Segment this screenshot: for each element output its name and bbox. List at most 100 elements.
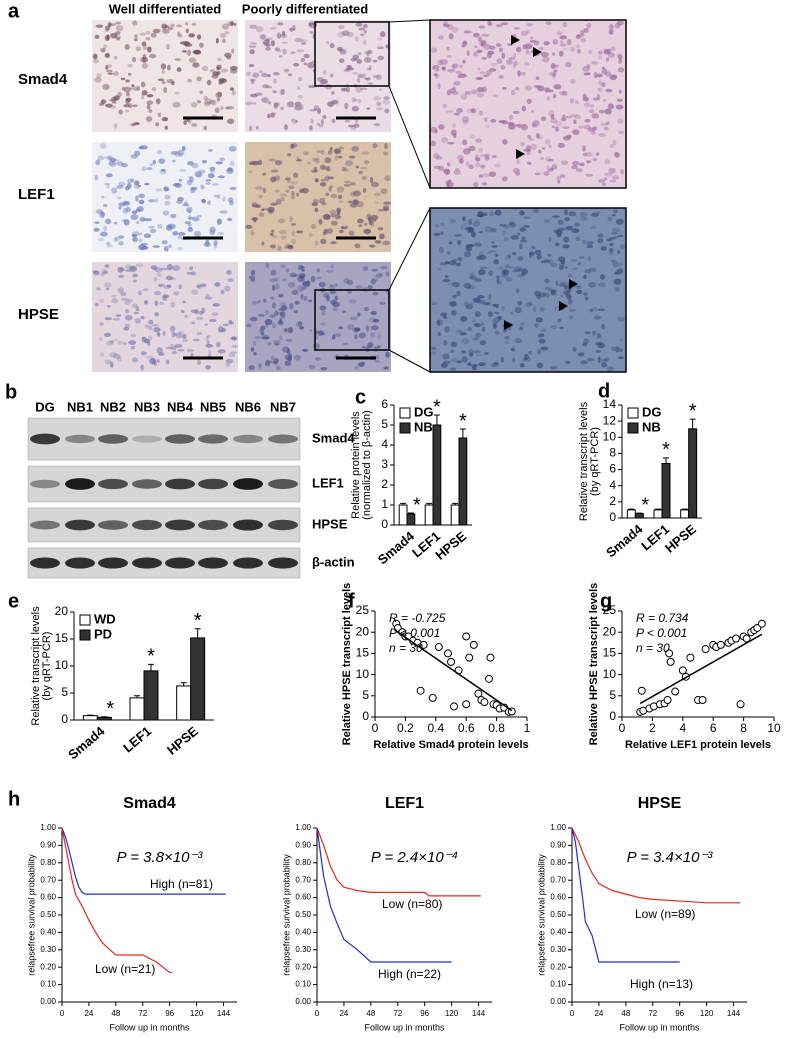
cell — [320, 178, 326, 182]
cell — [580, 29, 585, 36]
cell — [575, 168, 583, 172]
cell — [433, 73, 438, 77]
cell — [616, 20, 624, 26]
cell — [200, 283, 207, 288]
cell — [518, 242, 523, 250]
cell — [506, 254, 512, 259]
cell — [251, 217, 259, 221]
cell — [329, 290, 337, 295]
cell — [382, 99, 391, 105]
cell — [320, 238, 327, 245]
cell — [535, 85, 539, 90]
lane-label: NB2 — [100, 399, 126, 414]
cell — [514, 337, 522, 344]
cell — [377, 227, 384, 231]
cell — [205, 343, 213, 348]
cell — [555, 280, 559, 287]
cell — [270, 269, 277, 276]
cell — [561, 90, 568, 96]
cell — [269, 278, 277, 283]
cell — [485, 157, 491, 160]
cell — [484, 117, 488, 122]
cell — [161, 69, 165, 75]
cell — [92, 270, 99, 274]
cell — [204, 296, 212, 300]
cell — [547, 168, 554, 172]
cell — [268, 37, 273, 41]
y-tick-label: 0.80 — [550, 858, 566, 867]
cell — [436, 267, 442, 271]
cell — [118, 241, 124, 246]
series-label: Low (n=89) — [635, 907, 695, 921]
cell — [479, 266, 488, 270]
cell — [218, 78, 226, 82]
cell — [308, 364, 316, 369]
cell — [471, 231, 476, 238]
protein-label: β-actin — [312, 554, 355, 569]
cell — [557, 318, 562, 323]
cell — [610, 346, 617, 352]
cell — [124, 314, 133, 321]
cell — [191, 123, 198, 127]
cell — [491, 244, 498, 248]
cell — [573, 119, 577, 125]
y-tick-label: 0.10 — [295, 980, 311, 989]
cell — [98, 102, 105, 106]
cell — [470, 108, 477, 114]
cell — [481, 182, 488, 186]
cell — [483, 351, 489, 355]
cell — [484, 226, 493, 233]
cell — [617, 356, 624, 360]
cell — [549, 71, 557, 77]
cell — [597, 55, 603, 60]
cell — [343, 183, 351, 187]
cell — [590, 225, 597, 230]
cell — [102, 83, 110, 91]
column-header: Poorly differentiated — [242, 1, 368, 16]
cell — [164, 194, 171, 200]
y-tick-label: 0.90 — [40, 841, 56, 850]
cell — [447, 179, 452, 183]
cell — [614, 286, 620, 292]
cell — [352, 199, 359, 205]
cell — [135, 195, 139, 202]
cell — [550, 290, 555, 296]
cell — [472, 32, 480, 38]
cell — [186, 206, 193, 213]
cell — [307, 62, 315, 69]
cell — [534, 172, 541, 176]
point — [736, 700, 745, 709]
cell — [187, 226, 194, 233]
cell — [447, 68, 456, 73]
cell — [538, 338, 546, 344]
cell — [301, 269, 305, 272]
cell — [509, 222, 517, 228]
cell — [262, 336, 270, 339]
cell — [433, 153, 440, 159]
cell — [574, 114, 582, 120]
cell — [146, 167, 153, 171]
cell — [130, 178, 135, 182]
cell — [293, 309, 299, 314]
cell — [606, 366, 614, 372]
cell — [309, 125, 313, 131]
cell — [502, 86, 507, 90]
cell — [124, 323, 131, 329]
cell — [459, 73, 466, 76]
cell — [534, 249, 542, 255]
cell — [610, 46, 616, 52]
band — [198, 557, 228, 569]
cell — [367, 341, 374, 348]
cell — [157, 272, 162, 277]
cell — [573, 222, 581, 227]
cell — [144, 300, 148, 305]
y-tick-label: 0.00 — [295, 997, 311, 1006]
y-tick-label: 25 — [356, 603, 370, 617]
cell — [204, 98, 213, 105]
cell — [320, 367, 328, 371]
x-tick-label: 2 — [649, 721, 656, 735]
cell — [196, 284, 203, 289]
band — [132, 479, 162, 489]
y-tick-label: 0.10 — [40, 980, 56, 989]
series-label: Low (n=80) — [382, 897, 442, 911]
